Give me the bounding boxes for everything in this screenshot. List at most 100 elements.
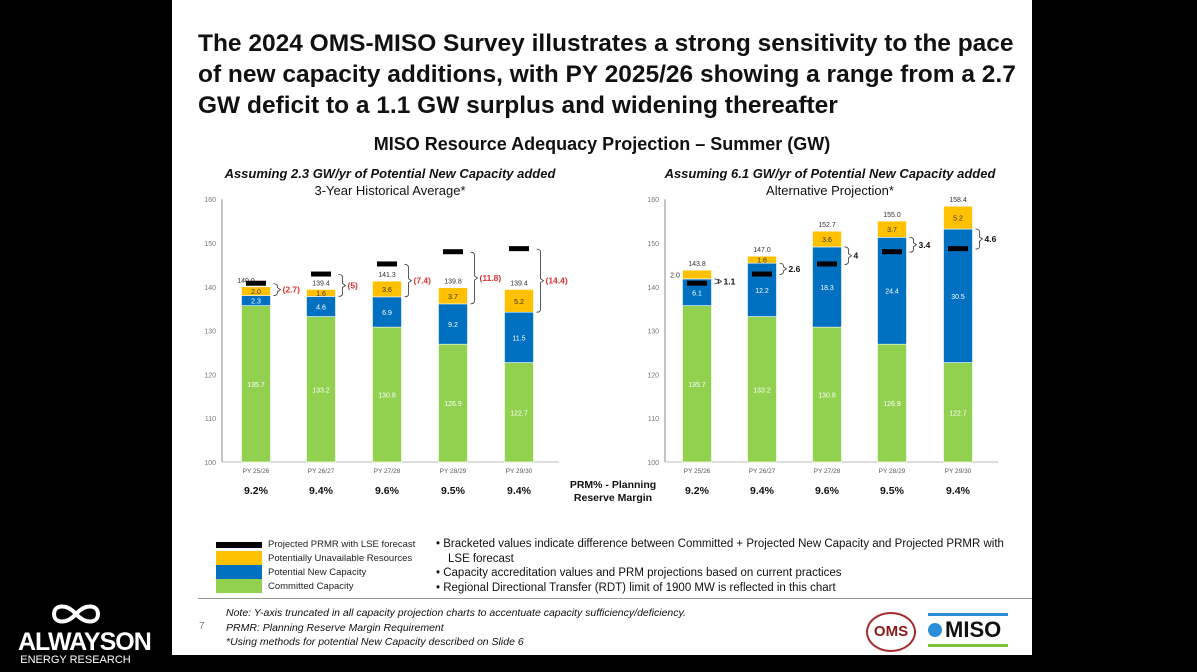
x-tick-label: PY 28/29 [440,468,467,475]
bracket-label: (5) [348,280,359,290]
bullet: • Bracketed values indicate difference b… [436,538,1004,565]
alwayson-logo: ALWAYSON ENERGY RESEARCH [18,603,152,666]
bar-segment-committed-capacity [438,343,468,463]
bracket [338,274,347,297]
data-label: 3.7 [887,227,897,234]
prmr-marker [752,271,772,277]
data-label: 126.9 [883,401,901,408]
bracket-label: 1.1 [724,276,736,286]
prm-percent: 9.4% [946,485,971,497]
bracket-label: (7.4) [414,276,432,286]
bracket-label: 2.6 [789,264,801,274]
total-label: 139.4 [312,280,330,287]
y-tick-label: 160 [647,197,659,204]
prm-percent: 9.6% [375,485,400,497]
data-label: 130.8 [818,393,836,400]
y-tick-label: 120 [647,372,659,379]
data-label: 130.8 [378,393,396,400]
prm-percent: 9.4% [750,485,775,497]
bar-segment-committed-capacity [372,326,402,463]
total-label: 152.7 [818,222,836,229]
bar-segment-potentially-unavailable-resources [372,280,402,298]
total-label: 139.8 [444,279,462,286]
x-tick-label: PY 28/29 [879,468,906,475]
bracket [470,251,479,305]
x-tick-label: PY 27/28 [814,468,841,475]
prm-percent: 9.4% [309,485,334,497]
y-tick-label: 120 [204,372,216,379]
legend-swatch-new [216,565,262,579]
y-tick-label: 100 [647,460,659,467]
bar-segment-committed-capacity [682,305,712,463]
data-label: 133.2 [312,387,330,394]
prmr-marker [817,261,837,267]
legend-committed: Committed Capacity [216,579,354,593]
bracket-label: (14.4) [546,276,568,286]
prm-percent: 9.4% [507,485,532,497]
bracket [404,264,413,298]
data-label: 135.7 [247,382,265,389]
data-label: 6.1 [692,290,702,297]
y-tick-label: 140 [647,285,659,292]
miso-logo: MISO [928,613,1008,647]
chart-main-title: MISO Resource Adequacy Projection – Summ… [373,134,831,154]
data-label: 3.7 [448,294,458,301]
note: *Using methods for potential New Capacit… [226,636,524,648]
x-tick-label: PY 29/30 [506,468,533,475]
bracket [536,248,545,313]
data-label: 3.6 [382,287,392,294]
bar-segment-potential-new-capacity [438,303,468,345]
bar-segment-committed-capacity [877,343,907,463]
y-tick-label: 130 [647,329,659,336]
legend-label: Projected PRMR with LSE forecast [268,539,416,550]
prmr-marker [948,246,968,252]
total-label: 158.4 [949,197,967,204]
bar-segment-potentially-unavailable-resources [241,286,271,296]
bar-segment-committed-capacity [943,362,973,463]
bracket-label: 3.4 [919,240,931,250]
total-label: 143.8 [688,261,706,268]
right-chart-title: Assuming 6.1 GW/yr of Potential New Capa… [664,166,996,181]
bracket [273,283,282,296]
legend-unavailable: Potentially Unavailable Resources [216,551,412,565]
data-label: 5.2 [514,299,524,306]
total-label: 155.0 [883,212,901,219]
bracket [909,236,918,253]
data-label: 9.2 [448,322,458,329]
data-label: 5.2 [953,216,963,223]
y-tick-label: 140 [204,285,216,292]
bar-segment-potentially-unavailable-resources [812,230,842,248]
data-label: 24.4 [885,289,899,296]
data-label: 135.7 [688,382,706,389]
prmr-marker [377,261,397,267]
bracket-label: 4.6 [985,234,997,244]
prmr-marker [687,280,707,286]
total-label: 141.3 [378,272,396,279]
prm-percent: 9.5% [441,485,466,497]
logo-text: ALWAYSON [18,628,152,656]
legend-label: Potential New Capacity [268,566,367,578]
bar-segment-potential-new-capacity [943,228,973,363]
note: PRMR: Planning Reserve Margin Requiremen… [226,621,444,634]
bar-segment-committed-capacity [306,316,336,463]
bracket-label: (2.7) [283,285,301,295]
data-label: 2.0 [670,273,680,280]
y-tick-label: 110 [205,416,216,423]
prmr-marker [443,249,463,255]
infinity-icon [51,604,100,624]
bar-segment-potentially-unavailable-resources [438,287,468,305]
y-tick-label: 110 [648,416,659,423]
x-tick-label: PY 29/30 [945,468,972,475]
data-label: 1.6 [757,258,767,265]
left-chart-title: Assuming 2.3 GW/yr of Potential New Capa… [224,166,556,181]
bar-segment-potentially-unavailable-resources [877,220,907,238]
x-tick-label: PY 26/27 [308,468,335,475]
slide-title: The 2024 OMS-MISO Survey illustrates a s… [198,30,1016,119]
bar-segment-potentially-unavailable-resources [747,255,777,264]
legend-swatch-prmr [216,541,262,548]
divider [198,598,1032,599]
data-label: 122.7 [949,410,967,417]
bracket-label: 4 [854,251,859,261]
data-label: 4.6 [316,305,326,312]
